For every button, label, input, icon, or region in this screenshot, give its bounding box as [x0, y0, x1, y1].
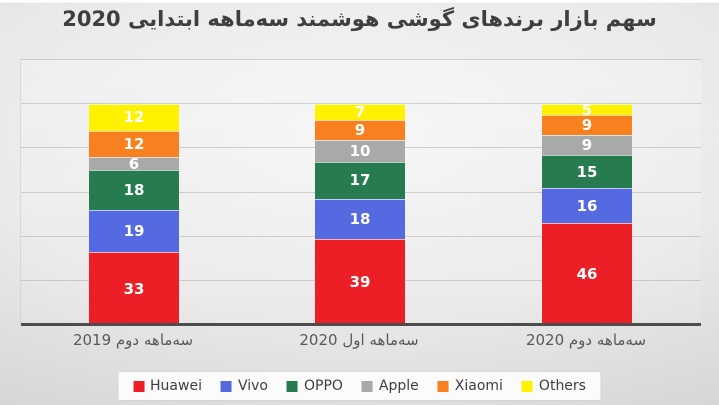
value-label: 18	[123, 181, 145, 200]
value-label: 19	[123, 222, 145, 241]
legend-item-xiaomi: Xiaomi	[437, 378, 503, 394]
legend-item-oppo: OPPO	[286, 378, 343, 394]
bar-segment-vivo: 16	[542, 188, 632, 224]
legend-item-vivo: Vivo	[220, 378, 268, 394]
value-label: 7	[354, 102, 366, 121]
bar-segment-huawei: 33	[89, 252, 179, 325]
bar-segment-huawei: 46	[542, 223, 632, 325]
gridline-120	[21, 59, 701, 60]
value-label: 39	[349, 272, 371, 291]
value-label: 9	[354, 120, 366, 139]
value-label: 18	[349, 210, 371, 228]
value-label: 9	[581, 136, 593, 155]
value-label: 46	[576, 265, 598, 284]
value-label: 10	[349, 141, 371, 160]
legend-item-huawei: Huawei	[133, 379, 202, 393]
bar-segment-others: 12	[89, 104, 179, 131]
stacked-bar-3: 46 16 15 9 9 5	[542, 100, 632, 325]
bar-segment-oppo: 18	[89, 170, 179, 211]
legend-label-others: Others	[538, 378, 586, 394]
legend-label-xiaomi: Xiaomi	[454, 378, 503, 394]
bar-segment-others: 7	[315, 102, 405, 121]
x-axis-line	[21, 323, 701, 326]
gridline-100	[21, 103, 701, 105]
bar-segment-oppo: 17	[315, 161, 405, 200]
legend-item-apple: Apple	[361, 378, 419, 394]
value-label: 17	[349, 171, 371, 190]
bar-segment-apple: 9	[542, 135, 632, 155]
stacked-bar-2: 39 18 17 10 9 7	[315, 104, 405, 325]
legend: Huawei Vivo OPPO Apple Xiaomi Others	[118, 372, 601, 400]
bar-segment-others: 5	[542, 100, 632, 119]
bar-segment-xiaomi: 9	[542, 115, 632, 136]
bar-segment-vivo: 19	[89, 210, 179, 253]
x-axis-label-1: سه‌ماهه دوم 2019	[72, 331, 194, 349]
bar-segment-apple: 10	[315, 139, 405, 162]
legend-swatch-huawei	[133, 380, 145, 392]
stacked-bar-1: 33 19 18 6 12 12	[89, 104, 179, 325]
bar-segment-oppo: 15	[542, 154, 632, 189]
value-label: 5	[581, 100, 593, 119]
x-axis-label-2: سه‌ماهه اول 2020	[299, 331, 419, 349]
bar-segment-huawei: 39	[315, 238, 405, 325]
legend-item-others: Others	[521, 378, 586, 394]
legend-label-oppo: OPPO	[303, 378, 343, 394]
value-label: 33	[123, 279, 145, 298]
legend-label-huawei: Huawei	[150, 378, 202, 394]
value-label: 15	[576, 162, 598, 181]
x-axis-label-3: سه‌ماهه دوم 2020	[525, 331, 647, 349]
legend-swatch-apple	[361, 380, 373, 392]
legend-swatch-oppo	[286, 380, 298, 392]
legend-swatch-others	[521, 380, 533, 392]
bar-segment-xiaomi: 12	[89, 130, 179, 158]
value-label: 6	[128, 154, 140, 173]
legend-label-apple: Apple	[378, 378, 419, 394]
legend-label-vivo: Vivo	[237, 378, 268, 394]
plot-area: 33 19 18 6 12 12 39 18 17 10 9 7 46 16 15 9 9 5	[20, 59, 701, 326]
bar-segment-apple: 6	[89, 154, 179, 173]
bar-segment-xiaomi: 9	[315, 119, 405, 140]
value-label: 12	[123, 108, 145, 127]
chart-title: سهم بازار برندهای گوشی هوشمند سه‌ماهه اب…	[62, 7, 657, 31]
value-label: 12	[123, 134, 145, 153]
value-label: 16	[576, 196, 598, 215]
value-label: 9	[581, 116, 593, 135]
legend-swatch-xiaomi	[437, 380, 449, 392]
bar-segment-vivo: 18	[315, 199, 405, 239]
legend-swatch-vivo	[220, 380, 232, 392]
